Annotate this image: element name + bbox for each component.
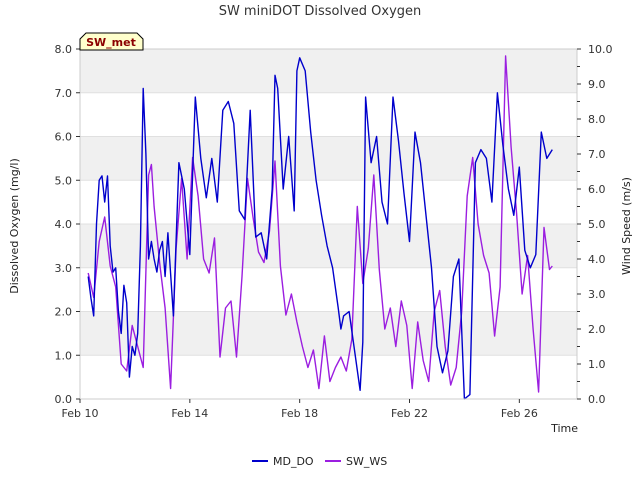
y-tick-label: 7.0	[55, 87, 73, 100]
y2-tick-label: 0.0	[588, 393, 606, 406]
x-axis-title: Time	[550, 422, 578, 435]
y2-tick-label: 10.0	[588, 43, 613, 56]
x-tick-label: Feb 10	[62, 407, 99, 420]
x-axis: Feb 10 Feb 14 Feb 18 Feb 22 Feb 26	[62, 399, 538, 420]
y2-tick-label: 2.0	[588, 323, 606, 336]
grid-band	[80, 311, 577, 356]
y2-tick-label: 8.0	[588, 113, 606, 126]
y2-tick-label: 5.0	[588, 218, 606, 231]
y2-tick-label: 1.0	[588, 358, 606, 371]
y-tick-label: 3.0	[55, 262, 73, 275]
y2-tick-label: 7.0	[588, 148, 606, 161]
series-line-sw-ws	[87, 55, 553, 393]
y2-axis-title: Wind Speed (m/s)	[620, 177, 633, 275]
y-axis-right: 0.0 1.0 2.0 3.0 4.0 5.0 6.0 7.0 8.0 9.0 10.0	[577, 43, 613, 406]
x-tick-label: Feb 14	[171, 407, 208, 420]
x-tick-label: Feb 22	[391, 407, 428, 420]
chart-title: SW miniDOT Dissolved Oxygen	[219, 4, 422, 19]
x-tick-label: Feb 18	[281, 407, 318, 420]
badge-label: SW_met	[86, 36, 136, 49]
y-tick-label: 1.0	[55, 349, 73, 362]
legend-label-sw-ws: SW_WS	[346, 455, 387, 468]
y-axis-title: Dissolved Oxygen (mg/l)	[8, 158, 21, 293]
y-axis-left: 0.0 1.0 2.0 3.0 4.0 5.0 6.0 7.0 8.0	[55, 43, 80, 406]
y-tick-label: 5.0	[55, 174, 73, 187]
y-tick-label: 6.0	[55, 131, 73, 144]
y2-tick-label: 6.0	[588, 183, 606, 196]
y2-tick-label: 3.0	[588, 288, 606, 301]
station-badge: SW_met	[79, 32, 144, 51]
series-line-md-do	[87, 57, 553, 400]
plot-series	[87, 55, 553, 400]
y-tick-label: 2.0	[55, 306, 73, 319]
y-tick-label: 8.0	[55, 43, 73, 56]
legend: MD_DO SW_WS	[252, 455, 387, 468]
x-tick-label: Feb 26	[501, 407, 538, 420]
grid-band	[80, 49, 577, 93]
badge-box	[79, 32, 144, 51]
y-tick-label: 0.0	[55, 393, 73, 406]
y2-tick-label: 4.0	[588, 253, 606, 266]
y2-tick-label: 9.0	[588, 78, 606, 91]
y-tick-label: 4.0	[55, 218, 73, 231]
legend-label-md-do: MD_DO	[273, 455, 314, 468]
